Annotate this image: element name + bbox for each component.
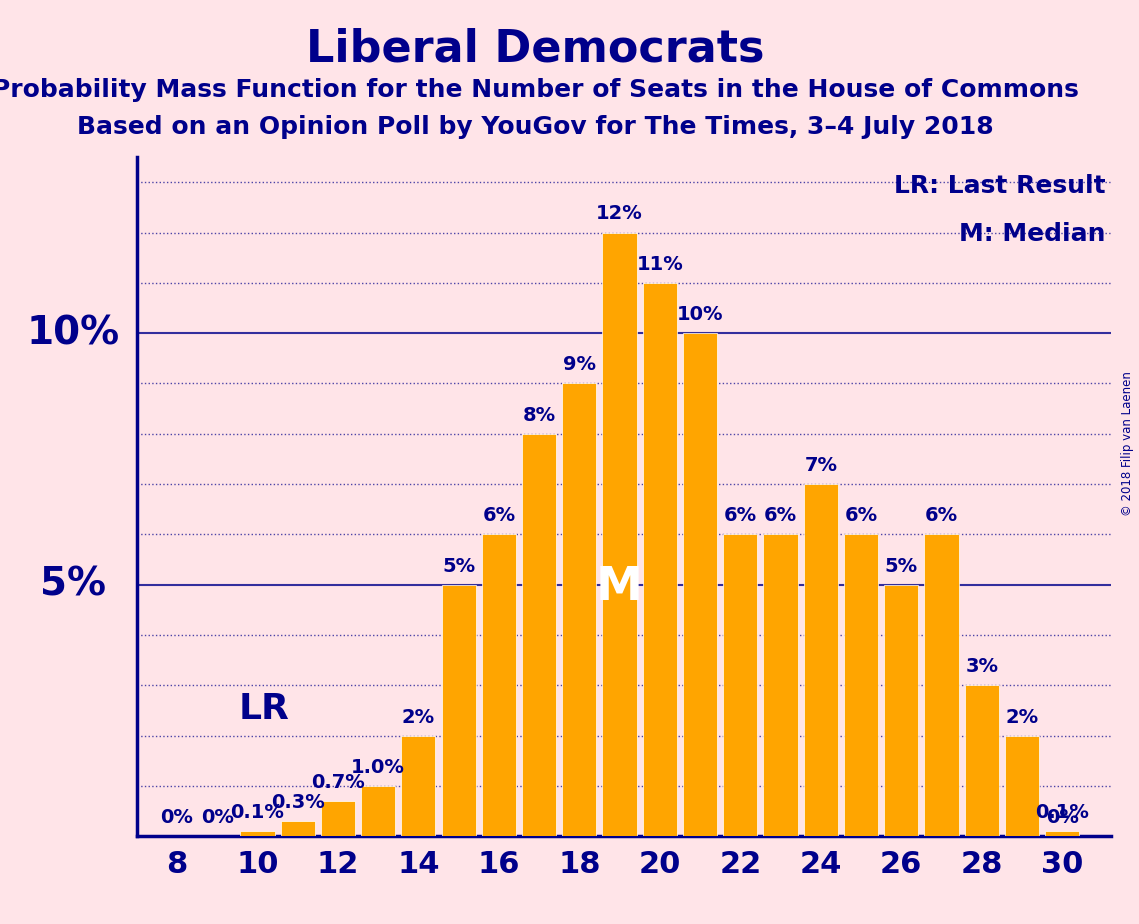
Text: 6%: 6% [723, 506, 756, 526]
Bar [321, 801, 355, 836]
Bar [642, 283, 677, 836]
Bar [683, 334, 718, 836]
Bar [280, 821, 314, 836]
Bar [884, 585, 918, 836]
Text: 0.3%: 0.3% [271, 793, 325, 812]
Bar [723, 534, 757, 836]
Text: 2%: 2% [402, 708, 435, 726]
Text: 3%: 3% [965, 657, 998, 676]
Text: 8%: 8% [523, 406, 556, 425]
Bar [482, 534, 516, 836]
Bar [804, 484, 838, 836]
Bar [240, 832, 274, 836]
Bar [563, 383, 597, 836]
Bar [522, 433, 556, 836]
Text: 7%: 7% [804, 456, 837, 475]
Text: © 2018 Filip van Laenen: © 2018 Filip van Laenen [1121, 371, 1134, 516]
Text: 10%: 10% [27, 314, 120, 352]
Bar [1005, 736, 1039, 836]
Text: 12%: 12% [596, 204, 642, 224]
Text: Liberal Democrats: Liberal Democrats [306, 28, 764, 71]
Text: 1.0%: 1.0% [351, 758, 405, 777]
Text: M: M [596, 565, 644, 610]
Text: 6%: 6% [764, 506, 797, 526]
Text: M: Median: M: Median [959, 222, 1106, 246]
Bar [401, 736, 435, 836]
Text: 9%: 9% [563, 356, 596, 374]
Text: Probability Mass Function for the Number of Seats in the House of Commons: Probability Mass Function for the Number… [0, 78, 1079, 102]
Text: 5%: 5% [40, 565, 106, 603]
Text: 2%: 2% [1006, 708, 1039, 726]
Text: 6%: 6% [925, 506, 958, 526]
Bar [361, 786, 395, 836]
Bar [603, 233, 637, 836]
Text: 10%: 10% [677, 305, 723, 324]
Text: LR: Last Result: LR: Last Result [894, 174, 1106, 198]
Text: 0.1%: 0.1% [1035, 803, 1089, 822]
Bar [965, 686, 999, 836]
Text: 5%: 5% [442, 556, 475, 576]
Text: 0.7%: 0.7% [311, 773, 364, 792]
Text: 5%: 5% [885, 556, 918, 576]
Text: 0%: 0% [161, 808, 194, 827]
Bar [442, 585, 476, 836]
Text: 6%: 6% [482, 506, 516, 526]
Text: 0.1%: 0.1% [230, 803, 285, 822]
Text: LR: LR [239, 691, 289, 725]
Bar [1046, 832, 1080, 836]
Text: 0%: 0% [200, 808, 233, 827]
Text: 0%: 0% [1046, 808, 1079, 827]
Bar [925, 534, 959, 836]
Text: Based on an Opinion Poll by YouGov for The Times, 3–4 July 2018: Based on an Opinion Poll by YouGov for T… [77, 115, 993, 139]
Bar [763, 534, 797, 836]
Bar [844, 534, 878, 836]
Text: 11%: 11% [637, 255, 683, 274]
Text: 6%: 6% [844, 506, 877, 526]
